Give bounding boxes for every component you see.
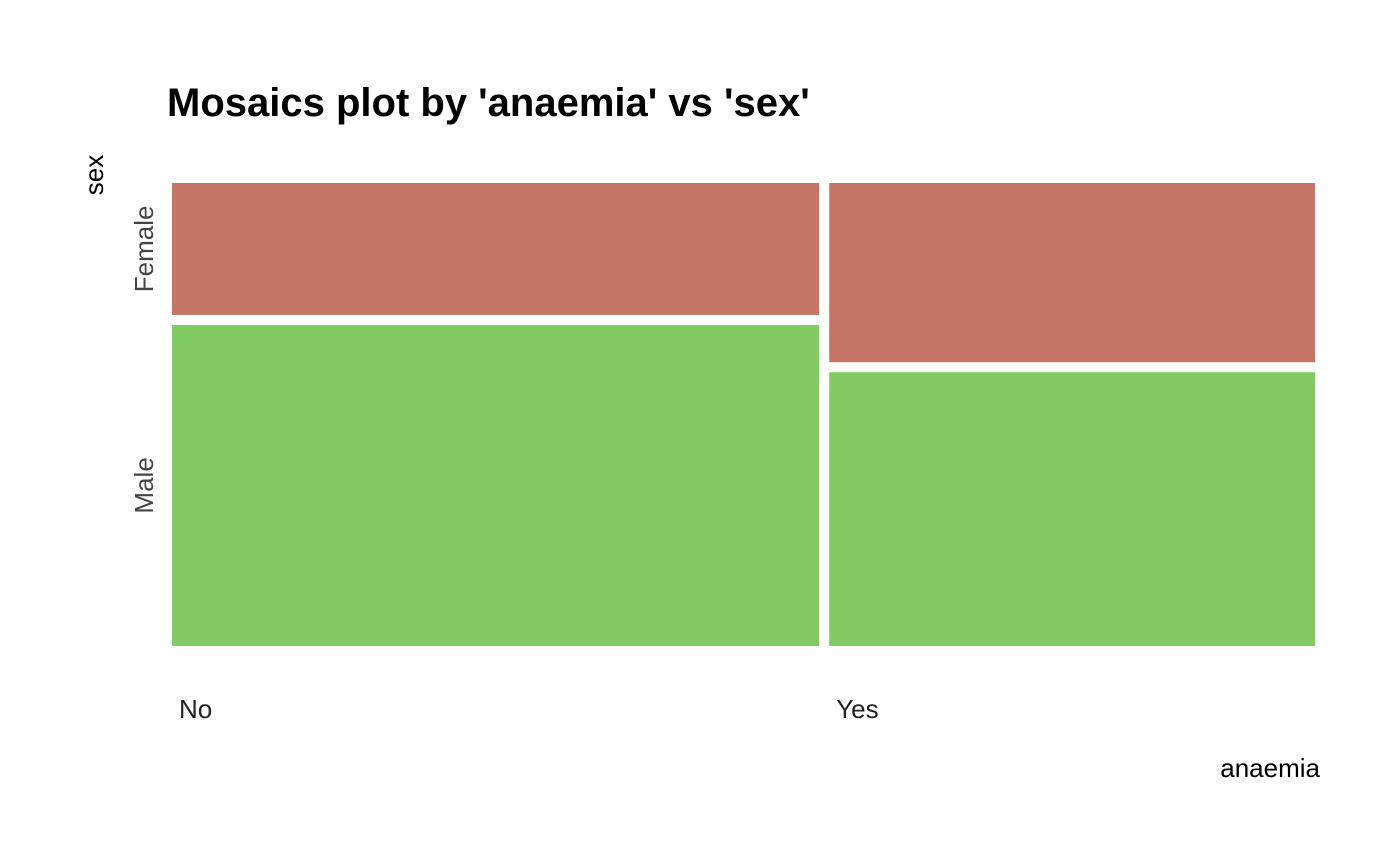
mosaic-cell-no-female bbox=[172, 183, 820, 315]
y-tick-labels: Female Male bbox=[129, 206, 159, 514]
x-axis-title: anaemia bbox=[1220, 753, 1320, 783]
x-tick-label-yes: Yes bbox=[836, 694, 878, 724]
chart-title: Mosaics plot by 'anaemia' vs 'sex' bbox=[167, 81, 810, 125]
mosaic-cell-yes-male bbox=[829, 372, 1315, 646]
x-tick-label-no: No bbox=[179, 694, 212, 724]
x-tick-labels: No Yes bbox=[179, 694, 879, 724]
mosaic-cell-no-male bbox=[172, 324, 820, 646]
y-tick-label-male: Male bbox=[129, 457, 159, 513]
y-tick-label-female: Female bbox=[129, 206, 159, 293]
mosaic-cell-yes-female bbox=[829, 183, 1315, 363]
mosaic-cells bbox=[172, 183, 1315, 646]
y-axis-title: sex bbox=[79, 155, 109, 195]
